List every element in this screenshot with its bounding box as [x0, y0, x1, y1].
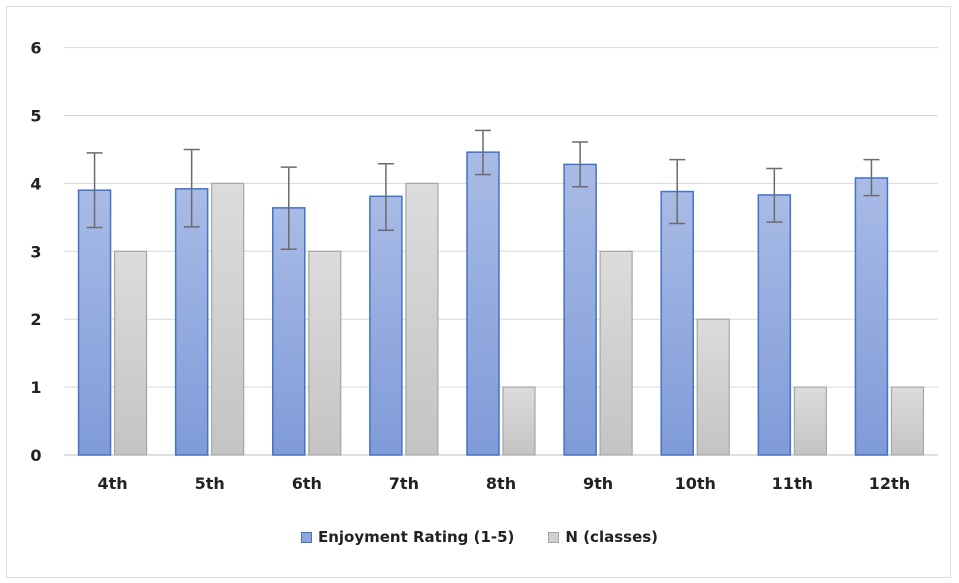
bar-n-classes [793, 386, 827, 456]
legend-item-enjoyment: Enjoyment Rating (1-5) [300, 528, 515, 546]
bar-n-classes [696, 318, 730, 456]
y-tick-label: 3 [30, 242, 41, 261]
bar-enjoyment [174, 188, 209, 456]
bar-n-classes [405, 182, 439, 456]
bar-n-classes [599, 250, 633, 456]
bar-enjoyment [563, 163, 597, 456]
legend: Enjoyment Rating (1-5) N (classes) [0, 528, 959, 546]
y-tick-label: 6 [30, 39, 41, 58]
x-tick-label: 9th [583, 474, 613, 493]
bar-n-classes [502, 386, 536, 456]
legend-item-n-classes: N (classes) [548, 528, 658, 546]
error-bars [86, 129, 880, 251]
x-tick-label: 12th [869, 474, 910, 493]
y-tick-label: 1 [30, 378, 41, 397]
x-tick-label: 10th [675, 474, 716, 493]
bar-n-classes [308, 250, 342, 456]
y-axis-ticks: 0 1 2 3 4 5 6 [30, 39, 41, 465]
legend-swatch-enjoyment [300, 531, 312, 543]
bar-enjoyment [77, 189, 112, 456]
legend-label-n-classes: N (classes) [565, 528, 659, 546]
x-tick-label: 11th [772, 474, 813, 493]
bar-enjoyment [369, 195, 403, 456]
bars [77, 151, 925, 456]
bar-n-classes [890, 386, 925, 456]
x-tick-label: 4th [97, 474, 127, 493]
bar-n-classes [211, 182, 245, 456]
y-tick-label: 2 [30, 310, 41, 329]
bar-enjoyment [757, 194, 792, 456]
y-tick-label: 4 [30, 174, 41, 193]
x-tick-label: 8th [486, 474, 516, 493]
x-tick-label: 6th [292, 474, 322, 493]
x-tick-label: 5th [195, 474, 225, 493]
x-tick-label: 7th [389, 474, 419, 493]
x-axis-ticks: 4th 5th 6th 7th 8th 9th 10th 11th 12th [97, 474, 910, 493]
bar-enjoyment [660, 190, 694, 456]
y-tick-label: 5 [30, 107, 41, 126]
y-tick-label: 0 [30, 446, 41, 465]
bar-n-classes [113, 250, 148, 456]
bar-enjoyment [854, 177, 889, 456]
gridlines [64, 47, 938, 456]
legend-label-enjoyment: Enjoyment Rating (1-5) [317, 528, 515, 546]
bar-enjoyment [466, 151, 500, 456]
legend-swatch-n-classes [548, 531, 560, 543]
